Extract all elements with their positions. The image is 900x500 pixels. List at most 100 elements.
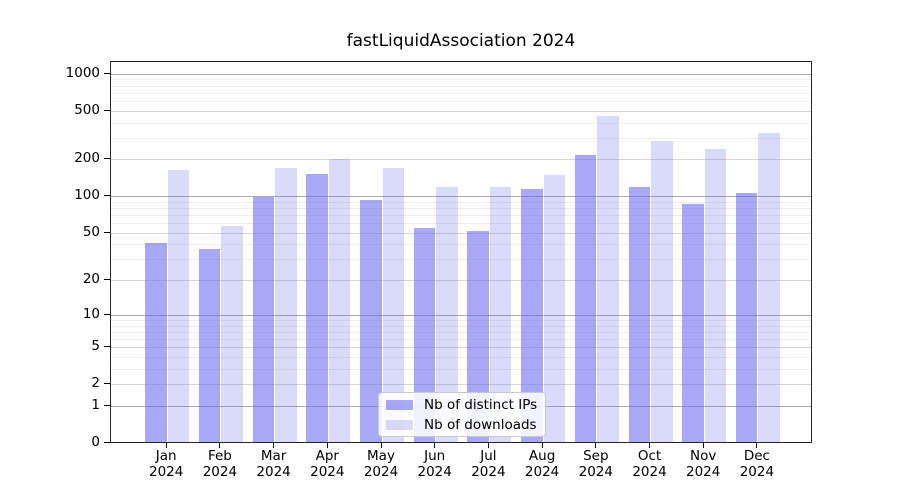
gridline-major: [111, 110, 811, 112]
bar-downloads-sep: [597, 116, 619, 442]
x-tick-label: May 2024: [349, 448, 413, 480]
x-tick-month: Sep: [583, 448, 609, 464]
chart-title: fastLiquidAssociation 2024: [346, 31, 576, 51]
x-tick-mark: [649, 443, 650, 448]
gridline-minor: [111, 259, 811, 261]
gridline-major: [111, 196, 811, 198]
bar-distinct-ips-jan: [145, 243, 167, 442]
x-tick-mark: [326, 443, 328, 448]
y-tick-mark: [104, 109, 110, 111]
legend-label-downloads: Nb of downloads: [424, 416, 537, 433]
x-tick-year: 2024: [739, 463, 775, 480]
x-tick-month: Mar: [260, 448, 287, 464]
bar-downloads-mar: [275, 168, 297, 442]
x-tick-year: 2024: [417, 463, 452, 480]
bar-downloads-aug: [543, 175, 566, 442]
gridline-minor: [111, 325, 811, 327]
legend-item-distinct-ips: Nb of distinct IPs: [386, 395, 545, 415]
x-tick-label: Oct 2024: [618, 448, 682, 480]
x-tick-label: Jan 2024: [134, 448, 198, 480]
gridline-minor: [111, 331, 811, 333]
gridline-major: [111, 314, 811, 316]
x-tick-year: 2024: [632, 463, 667, 480]
bar-distinct-ips-oct: [628, 187, 650, 442]
y-tick-mark: [104, 72, 110, 74]
y-tick-label: 100: [74, 187, 100, 204]
gridline-minor: [111, 223, 811, 225]
x-tick-month: Jul: [480, 448, 497, 464]
y-tick-mark: [104, 195, 110, 197]
x-tick-label: Sep 2024: [564, 448, 628, 480]
bar-distinct-ips-apr: [306, 174, 328, 442]
y-tick-label: 10: [82, 305, 100, 322]
x-tick-month: Dec: [743, 448, 770, 464]
gridline-minor: [111, 356, 811, 358]
x-tick-month: Aug: [528, 448, 556, 464]
gridline-minor: [111, 85, 811, 87]
y-tick-mark: [104, 404, 110, 406]
gridline-minor: [111, 201, 811, 203]
gridline-minor: [111, 79, 811, 81]
x-tick-year: 2024: [524, 463, 560, 480]
x-tick-year: 2024: [310, 463, 345, 480]
x-tick-month: Nov: [690, 448, 717, 464]
y-tick-mark: [104, 346, 110, 348]
legend: Nb of distinct IPs Nb of downloads: [378, 392, 546, 437]
gridline-major: [111, 73, 811, 75]
x-tick-label: Mar 2024: [242, 448, 306, 480]
x-tick-mark: [541, 443, 543, 448]
y-tick-label: 200: [74, 150, 100, 167]
y-tick-mark: [104, 279, 110, 281]
bar-downloads-feb: [221, 225, 243, 442]
x-tick-year: 2024: [578, 463, 613, 480]
x-tick-label: Dec 2024: [725, 448, 789, 480]
bar-distinct-ips-nov: [682, 203, 704, 442]
x-tick-label: Nov 2024: [671, 448, 735, 480]
bar-distinct-ips-jul: [467, 230, 489, 442]
gridline-major: [111, 347, 811, 349]
x-tick-label: Feb 2024: [188, 448, 252, 480]
x-tick-year: 2024: [256, 463, 291, 480]
x-tick-label: Aug 2024: [510, 448, 574, 480]
bar-distinct-ips-jun: [413, 227, 436, 442]
legend-swatch-downloads: [386, 419, 413, 430]
y-tick-mark: [104, 442, 110, 443]
plot-area: Nb of distinct IPs Nb of downloads: [110, 61, 812, 443]
bar-downloads-oct: [651, 140, 673, 442]
y-tick-label: 50: [82, 223, 100, 240]
y-tick-label: 1000: [65, 64, 100, 81]
gridline-minor: [111, 338, 811, 340]
y-tick-label: 1: [91, 396, 100, 413]
x-tick-mark: [434, 443, 436, 448]
bar-downloads-jan: [167, 169, 190, 442]
x-tick-label: Apr 2024: [295, 448, 359, 480]
bar-downloads-dec: [758, 133, 780, 442]
x-tick-mark: [702, 443, 704, 448]
y-tick-label: 0: [91, 434, 100, 450]
gridline-major: [111, 159, 811, 161]
y-tick-mark: [104, 383, 110, 385]
x-tick-mark: [273, 443, 275, 448]
gridline-major: [111, 232, 811, 234]
x-tick-year: 2024: [363, 463, 399, 480]
x-tick-year: 2024: [149, 463, 184, 480]
gridline-major: [111, 280, 811, 282]
gridline-minor: [111, 122, 811, 124]
gridline-minor: [111, 368, 811, 370]
legend-swatch-distinct-ips: [386, 399, 413, 410]
y-tick-mark: [104, 231, 110, 233]
x-tick-month: Apr: [315, 448, 339, 464]
gridline-minor: [111, 208, 811, 210]
gridline-minor: [111, 92, 811, 94]
y-tick-label: 500: [74, 101, 100, 118]
x-tick-mark: [165, 443, 167, 448]
x-tick-year: 2024: [686, 463, 721, 480]
bar-distinct-ips-dec: [735, 192, 758, 442]
x-tick-month: Jun: [424, 448, 446, 464]
x-tick-mark: [380, 443, 382, 448]
x-tick-mark: [595, 443, 597, 448]
y-tick-label: 5: [91, 338, 100, 355]
y-tick-label: 20: [82, 271, 100, 288]
x-tick-month: Feb: [207, 448, 232, 464]
